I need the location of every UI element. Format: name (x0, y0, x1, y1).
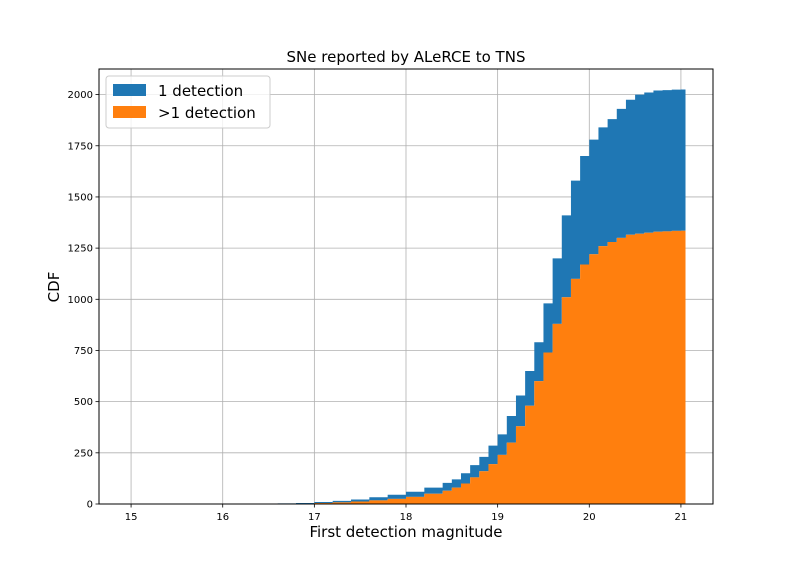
series-area-1-detection (259, 89, 686, 505)
y-tick-label: 750 (74, 346, 93, 357)
legend-swatch-1-detection (113, 84, 146, 96)
y-tick-label: 1750 (68, 141, 93, 152)
y-tick-label: 1250 (68, 244, 93, 255)
x-tick-label: 17 (308, 512, 321, 523)
y-tick-label: 2000 (68, 90, 93, 101)
x-axis-label: First detection magnitude (309, 523, 502, 541)
y-tick-label: 0 (87, 500, 93, 511)
y-tick-label: 500 (74, 397, 93, 408)
x-tick-label: 20 (583, 512, 596, 523)
y-tick-label: 1500 (68, 192, 93, 203)
x-tick-label: 15 (125, 512, 138, 523)
legend: 1 detection >1 detection (105, 75, 271, 129)
legend-label-1-detection: 1 detection (158, 82, 243, 100)
ticks: 15 16 17 18 19 20 21 0 250 500 750 1000 1250 1500 1750… (68, 90, 688, 523)
y-tick-label: 250 (74, 448, 93, 459)
x-tick-label: 18 (400, 512, 413, 523)
x-tick-label: 19 (491, 512, 504, 523)
x-tick-label: 21 (675, 512, 688, 523)
y-axis-label: CDF (45, 272, 63, 303)
chart-title: SNe reported by ALeRCE to TNS (287, 48, 526, 66)
y-tick-label: 1000 (68, 295, 93, 306)
legend-label-multi-detection: >1 detection (158, 104, 256, 122)
x-tick-label: 16 (216, 512, 229, 523)
series-area-multi-detection (259, 230, 686, 504)
series-layer (259, 89, 686, 505)
legend-box (105, 75, 271, 129)
legend-swatch-multi-detection (113, 106, 146, 118)
